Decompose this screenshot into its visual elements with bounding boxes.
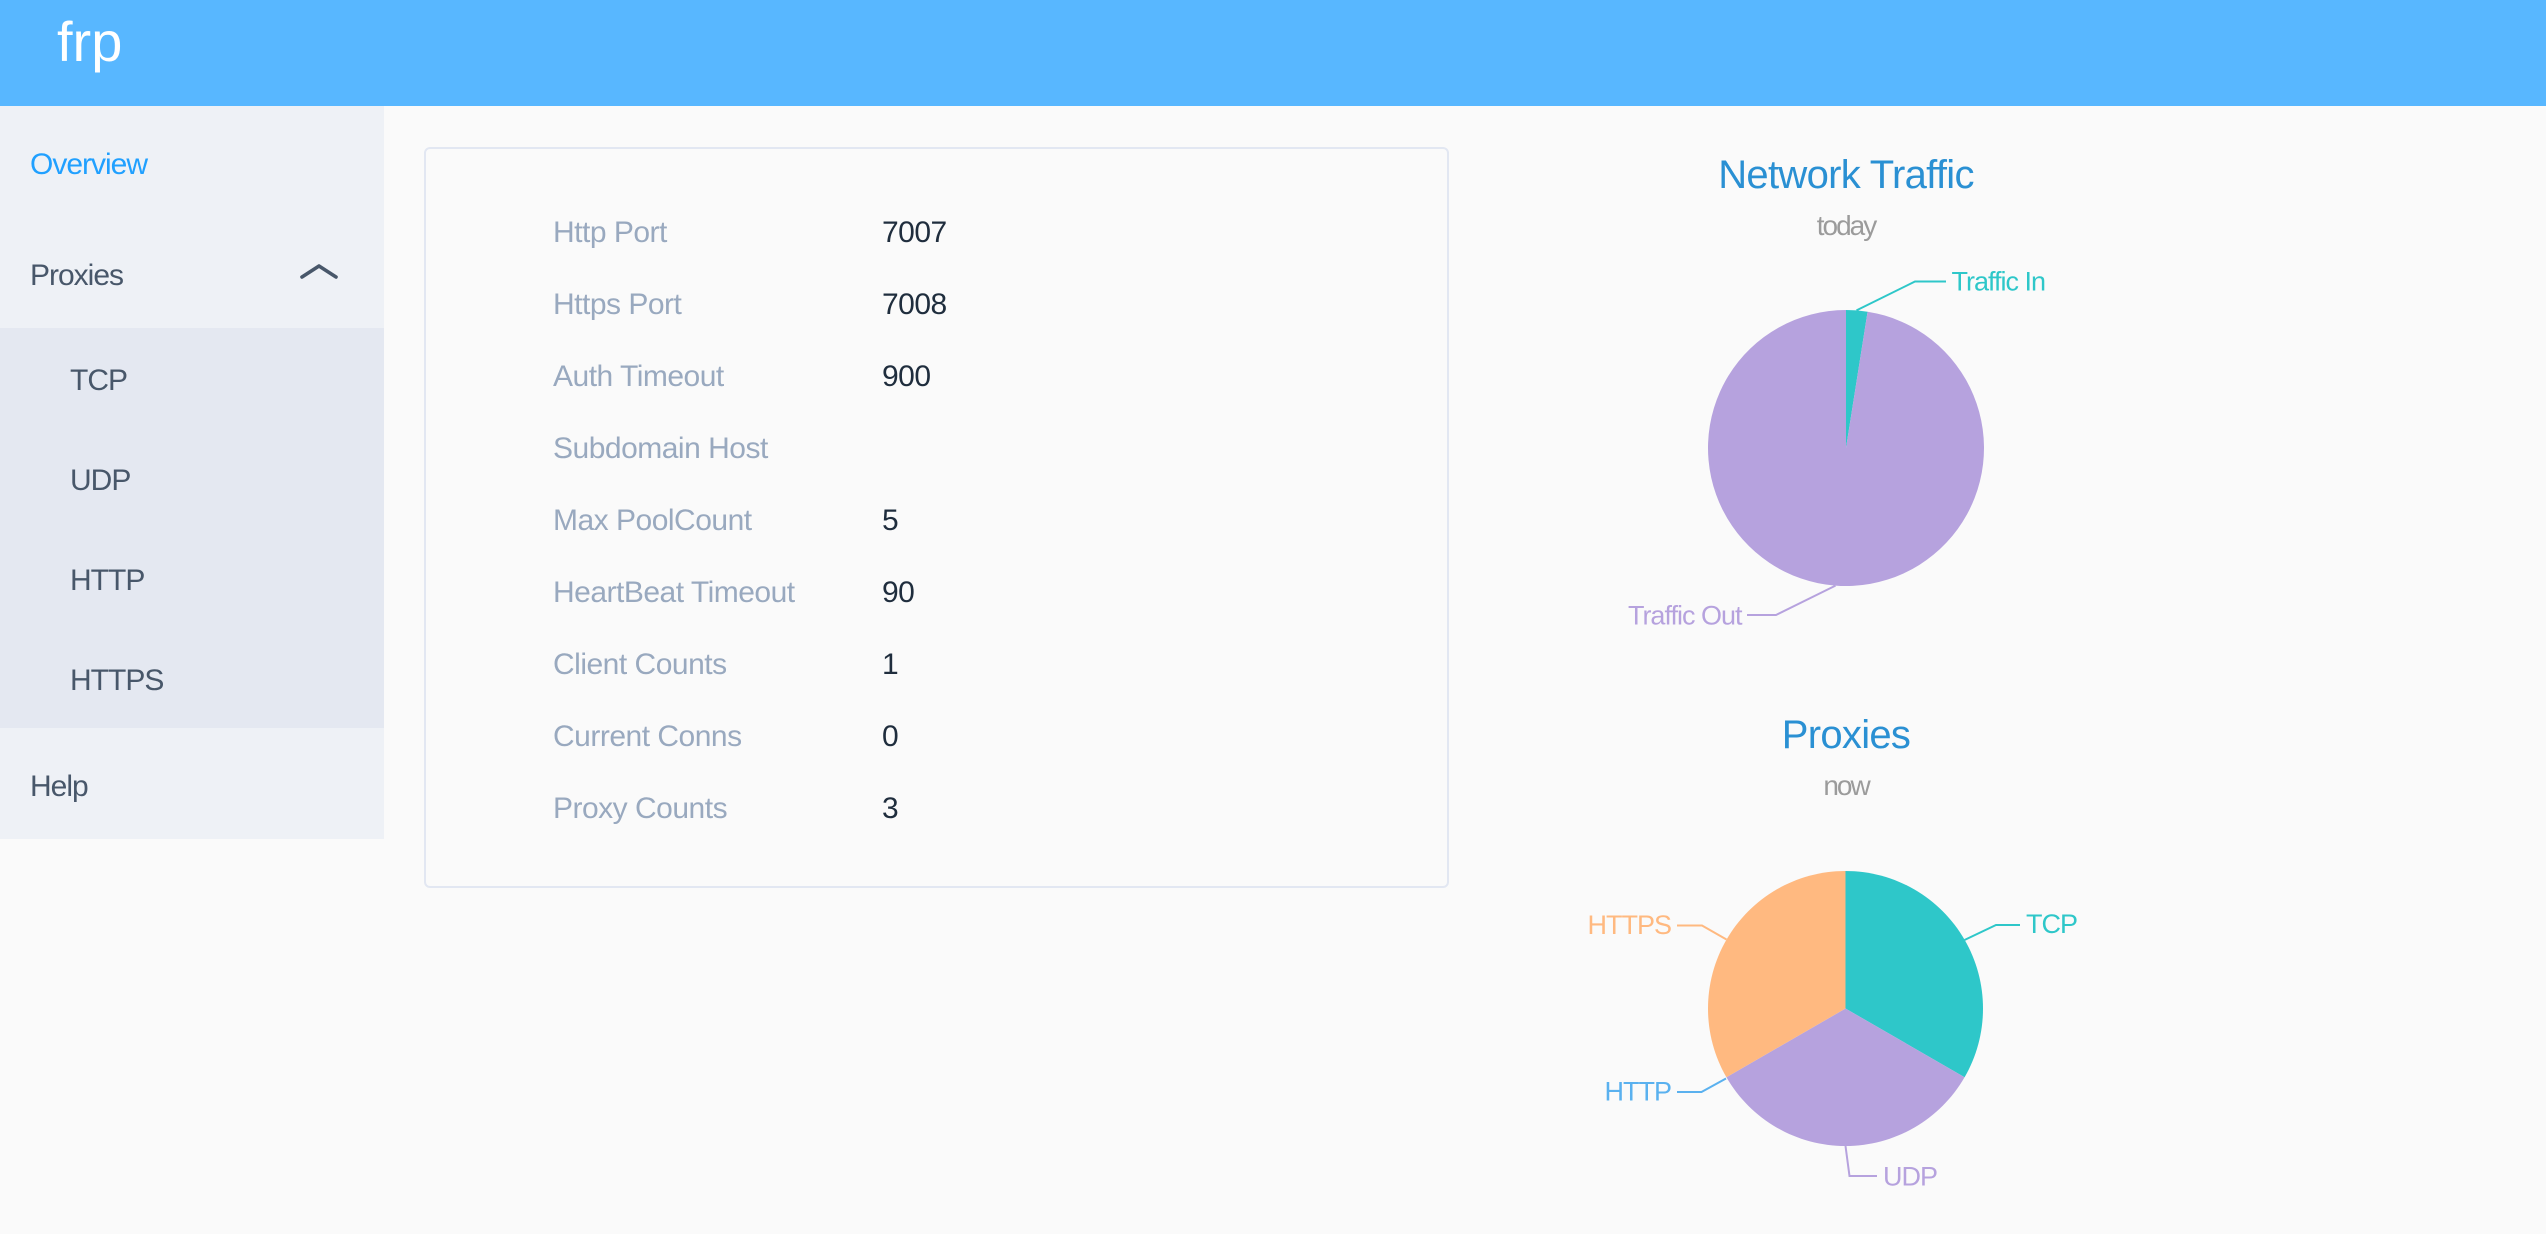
sidebar-item-overview[interactable]: Overview (0, 106, 384, 217)
info-value: 90 (882, 576, 915, 609)
network-traffic-chart[interactable]: Network Traffic today Traffic In Traffic … (1446, 148, 2246, 648)
info-row: Max PoolCount 5 (426, 485, 1447, 557)
pie-slice-https[interactable] (1708, 871, 1846, 1078)
sidebar-item-http[interactable]: HTTP (0, 528, 384, 628)
pie-label-line-udp (1844, 1145, 1877, 1177)
info-label: Current Conns (553, 720, 742, 753)
pie-label-traffic-in: Traffic In (1952, 266, 2046, 296)
info-value: 0 (882, 720, 899, 753)
info-row: Https Port 7008 (426, 269, 1447, 341)
info-label: Subdomain Host (553, 432, 768, 465)
info-value: 5 (882, 504, 899, 537)
info-row: Subdomain Host (426, 413, 1447, 485)
info-label: Max PoolCount (553, 504, 752, 537)
chevron-up-icon (300, 264, 338, 279)
proxies-chart[interactable]: Proxies now TCP UDP HTTP HTTPS (1446, 708, 2246, 1208)
chart-title: Network Traffic (1718, 153, 1974, 197)
pie-label-traffic-out: Traffic Out (1628, 600, 1743, 630)
chart-subtitle: today (1816, 210, 1878, 241)
pie-label-line-tcp (1964, 924, 2020, 941)
sidebar-item-label: HTTPS (70, 664, 164, 697)
pie-canvas: Traffic In Traffic Out (1628, 266, 2046, 630)
sidebar-item-help[interactable]: Help (0, 728, 384, 839)
sidebar-item-label: Overview (30, 148, 148, 181)
info-label: Proxy Counts (553, 792, 728, 825)
sidebar-item-udp[interactable]: UDP (0, 428, 384, 528)
pie-label-udp: UDP (1883, 1161, 1937, 1191)
pie-label-tcp: TCP (2026, 909, 2077, 939)
sidebar-item-label: TCP (70, 364, 128, 397)
info-value: 900 (882, 360, 931, 393)
pie-label-http: HTTP (1605, 1076, 1672, 1106)
brand-logo[interactable]: frp (57, 10, 123, 73)
pie-slice-traffic-out[interactable] (1708, 310, 1985, 586)
info-value: 7008 (882, 288, 947, 321)
pie-label-line-https (1677, 924, 1727, 941)
pie-label-line-http (1677, 1077, 1727, 1093)
sidebar-item-label: Proxies (30, 259, 124, 292)
info-row: Client Counts 1 (426, 629, 1447, 701)
info-row: Current Conns 0 (426, 701, 1447, 773)
info-row: HeartBeat Timeout 90 (426, 557, 1447, 629)
sidebar-item-label: HTTP (70, 564, 145, 597)
pie-slice-traffic-in[interactable] (1846, 310, 1868, 448)
info-value: 3 (882, 792, 899, 825)
info-value: 1 (882, 648, 899, 681)
info-row: Auth Timeout 900 (426, 341, 1447, 413)
info-row: Proxy Counts 3 (426, 773, 1447, 845)
pie-canvas: TCP UDP HTTP HTTPS (1587, 871, 2078, 1191)
info-label: Auth Timeout (553, 360, 724, 393)
sidebar-item-label: Help (30, 770, 89, 803)
pie-label-line-traffic-out (1747, 584, 1836, 616)
info-row: Http Port 7007 (426, 197, 1447, 269)
chart-title: Proxies (1781, 713, 1911, 757)
sidebar-submenu: TCP UDP HTTP HTTPS (0, 328, 384, 728)
server-info-panel: Http Port 7007 Https Port 7008 Auth Timeout 9… (424, 147, 1449, 888)
sidebar-item-proxies[interactable]: Proxies (0, 217, 384, 328)
info-label: Https Port (553, 288, 682, 321)
sidebar-item-tcp[interactable]: TCP (0, 328, 384, 428)
sidebar-menu: Overview Proxies TCP UDP HTTP HTTPS (0, 106, 384, 839)
sidebar-item-https[interactable]: HTTPS (0, 628, 384, 728)
sidebar-item-label: UDP (70, 464, 131, 497)
pie-label-https: HTTPS (1587, 910, 1671, 940)
info-value: 7007 (882, 216, 947, 249)
pie-slice-tcp[interactable] (1845, 871, 1984, 1078)
chart-subtitle: now (1823, 770, 1870, 801)
info-label: Http Port (553, 216, 667, 249)
sidebar: Overview Proxies TCP UDP HTTP HTTPS (0, 106, 384, 1234)
pie-label-line-traffic-in (1856, 280, 1946, 312)
info-label: Client Counts (553, 648, 727, 681)
header: frp (0, 0, 2546, 106)
info-label: HeartBeat Timeout (553, 576, 795, 609)
